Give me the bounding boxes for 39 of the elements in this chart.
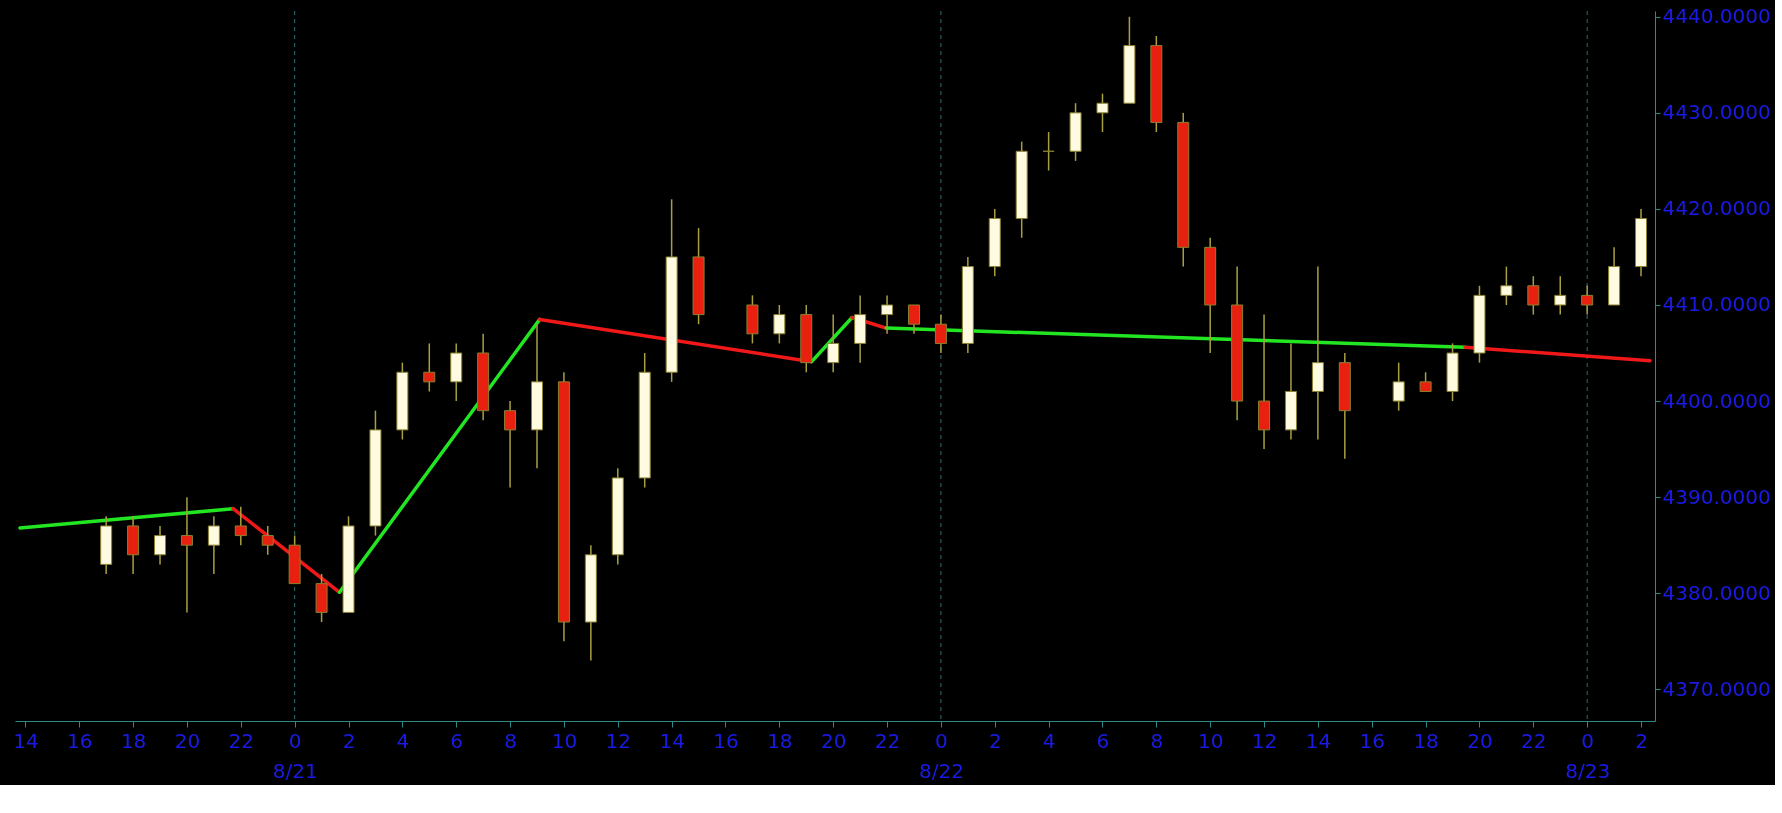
x-tick-label: 0 8/21 [272, 728, 318, 783]
x-tick-label: 20 [174, 728, 201, 753]
y-tick-label: 4370.0000 [1662, 676, 1771, 701]
x-tick-label: 16 [713, 728, 739, 753]
x-tick-label: 12 [605, 728, 632, 753]
x-tick-label: 18 [1413, 728, 1439, 753]
x-tick-label: 2 [342, 728, 356, 753]
x-tick-label: 2 [1635, 728, 1648, 753]
x-tick-label: 10 [551, 728, 578, 753]
x-tick-label: 20 [1467, 728, 1493, 753]
x-tick-label: 18 [767, 728, 793, 753]
x-tick-label: 4 [396, 728, 410, 753]
x-tick-label: 0 8/22 [918, 728, 964, 783]
y-tick-label: 4440.0000 [1662, 4, 1771, 29]
x-tick-label: 14 [659, 728, 685, 753]
y-tick-label: 4400.0000 [1662, 388, 1771, 413]
y-tick-label: 4380.0000 [1662, 580, 1771, 605]
x-tick-label: 8 [1150, 728, 1164, 753]
x-tick-label: 2 [988, 728, 1002, 753]
y-tick-label: 4410.0000 [1662, 292, 1771, 317]
x-tick-label: 6 [450, 728, 464, 753]
x-tick-label: 18 [120, 728, 147, 753]
x-tick-label: 10 [1197, 728, 1224, 753]
x-tick-label: 22 [228, 728, 255, 753]
x-tick-label: 6 [1096, 728, 1110, 753]
y-tick-label: 4390.0000 [1662, 484, 1771, 509]
x-tick-label: 14 [1305, 728, 1332, 753]
x-tick-label: 20 [820, 728, 847, 753]
x-tick-label: 22 [874, 728, 901, 753]
x-tick-label: 16 [67, 728, 93, 753]
x-tick-label: 14 [13, 728, 39, 753]
x-tick-label: 12 [1251, 728, 1278, 753]
x-tick-label: 16 [1359, 728, 1385, 753]
x-tick-label: 22 [1521, 728, 1547, 753]
x-tick-label: 0 8/23 [1565, 728, 1611, 783]
y-tick-label: 4430.0000 [1662, 100, 1771, 125]
x-tick-label: 8 [504, 728, 517, 753]
y-tick-label: 4420.0000 [1662, 196, 1771, 221]
x-tick-label: 4 [1042, 728, 1056, 753]
